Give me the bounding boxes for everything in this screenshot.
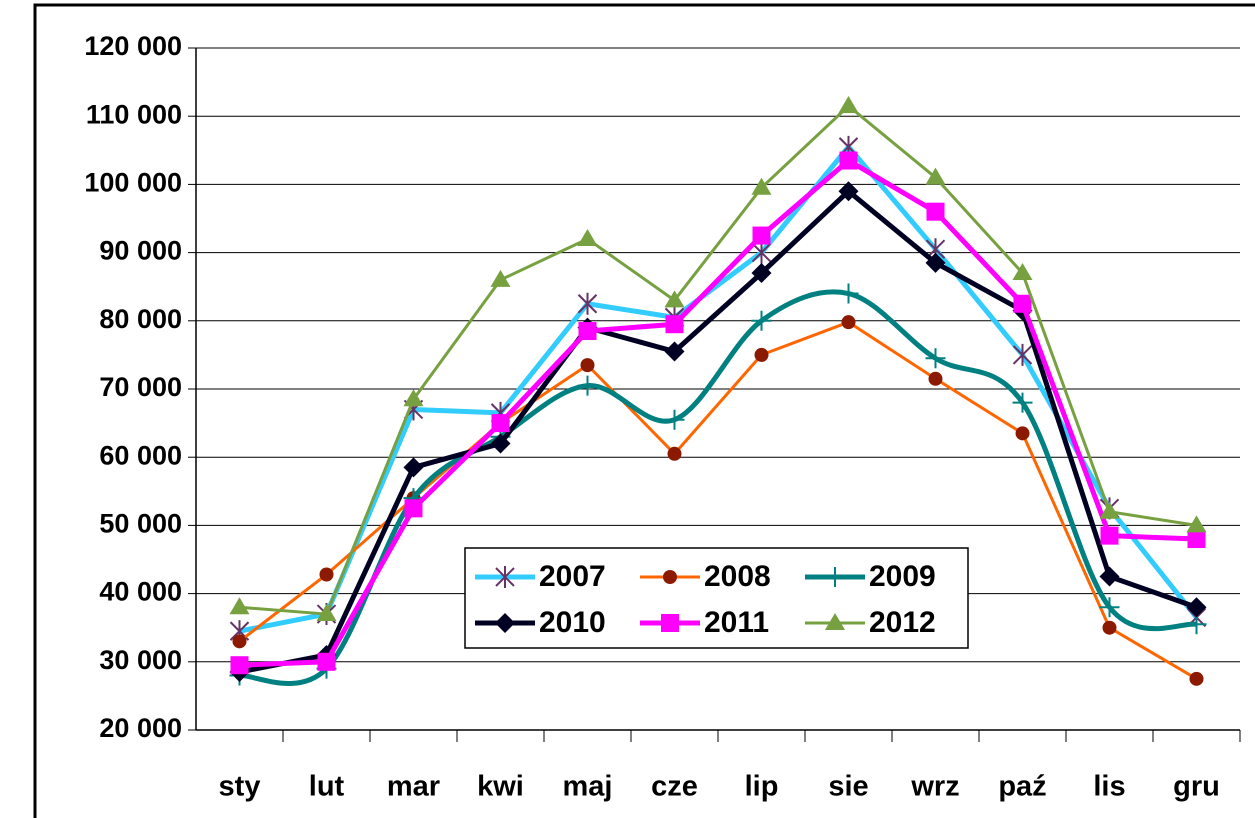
legend-label: 2008 xyxy=(704,560,771,593)
marker xyxy=(928,371,943,386)
marker xyxy=(1187,530,1206,549)
marker xyxy=(491,414,510,433)
marker xyxy=(577,228,598,246)
series-line xyxy=(238,320,1198,681)
marker xyxy=(1015,426,1030,441)
legend-label: 2011 xyxy=(704,606,769,639)
marker xyxy=(751,177,772,195)
series-line xyxy=(239,289,1197,686)
legend-marker xyxy=(495,613,515,633)
x-tick-label: gru xyxy=(1173,771,1220,803)
marker xyxy=(664,341,685,362)
marker xyxy=(1186,515,1207,533)
marker xyxy=(926,202,945,221)
marker xyxy=(1012,263,1033,281)
marker xyxy=(925,348,946,369)
marker xyxy=(404,499,423,518)
marker xyxy=(664,409,685,430)
marker xyxy=(925,252,946,273)
y-tick-label: 100 000 xyxy=(84,168,182,198)
marker xyxy=(751,241,772,264)
marker xyxy=(751,263,772,284)
x-tick-label: mar xyxy=(387,771,440,803)
legend-label: 2010 xyxy=(539,606,606,639)
y-tick-label: 90 000 xyxy=(99,236,182,266)
legend-label: 2009 xyxy=(869,560,936,593)
series-line xyxy=(239,104,1197,616)
marker xyxy=(839,151,858,170)
y-tick-label: 80 000 xyxy=(99,304,182,334)
marker xyxy=(490,433,511,454)
marker xyxy=(664,290,685,308)
y-tick-label: 30 000 xyxy=(99,645,182,675)
marker xyxy=(577,292,598,315)
x-tick-label: sty xyxy=(219,771,261,803)
marker xyxy=(1013,294,1032,313)
series-line xyxy=(239,188,1198,675)
marker xyxy=(1012,343,1033,366)
marker xyxy=(1186,597,1207,618)
legend-marker xyxy=(825,567,845,587)
y-tick-label: 120 000 xyxy=(84,31,182,61)
marker xyxy=(319,567,334,582)
marker xyxy=(1189,671,1204,686)
marker xyxy=(1186,614,1207,635)
x-tick-label: lip xyxy=(745,771,779,803)
marker xyxy=(752,226,771,245)
x-tick-label: lis xyxy=(1093,771,1125,803)
series-line xyxy=(239,158,1197,668)
x-tick-label: cze xyxy=(651,771,698,803)
marker xyxy=(230,656,249,675)
marker xyxy=(838,283,859,304)
marker xyxy=(1099,501,1120,519)
y-tick-label: 110 000 xyxy=(86,99,182,129)
marker xyxy=(316,604,337,622)
marker xyxy=(490,269,511,287)
x-tick-label: kwi xyxy=(477,771,524,803)
x-tick-label: maj xyxy=(563,771,613,803)
marker xyxy=(751,310,772,331)
legend-marker xyxy=(495,566,515,588)
y-tick-label: 50 000 xyxy=(99,509,182,539)
marker xyxy=(754,347,769,362)
legend-marker xyxy=(825,613,845,630)
legend-marker xyxy=(661,614,679,632)
marker xyxy=(1099,566,1120,587)
marker xyxy=(838,95,859,113)
marker xyxy=(841,315,856,330)
marker xyxy=(1099,597,1120,618)
marker xyxy=(580,358,595,373)
legend-marker xyxy=(663,570,677,584)
marker xyxy=(577,375,598,396)
legend: 2007 2008 2009 2010 2011 2012 xyxy=(464,547,969,649)
x-tick-label: wrz xyxy=(910,771,959,803)
marker xyxy=(1100,526,1119,545)
y-tick-label: 20 000 xyxy=(99,713,182,743)
legend-label: 2007 xyxy=(539,560,606,593)
series-line xyxy=(239,144,1199,634)
marker xyxy=(229,597,250,615)
marker xyxy=(578,322,597,341)
y-tick-label: 60 000 xyxy=(99,440,182,470)
y-tick-label: 70 000 xyxy=(99,372,182,402)
x-tick-label: paź xyxy=(998,771,1046,803)
chart-frame xyxy=(33,3,1255,818)
marker xyxy=(403,389,424,407)
marker xyxy=(838,181,859,202)
marker xyxy=(665,315,684,334)
marker xyxy=(667,446,682,461)
marker xyxy=(925,167,946,185)
marker xyxy=(232,634,247,649)
x-tick-label: sie xyxy=(828,771,868,803)
y-tick-label: 40 000 xyxy=(99,577,182,607)
marker xyxy=(317,652,336,671)
marker xyxy=(1012,392,1033,413)
legend-box xyxy=(464,547,969,649)
legend-label: 2012 xyxy=(869,606,936,639)
marker xyxy=(1102,620,1117,635)
x-tick-label: lut xyxy=(309,771,345,803)
marker xyxy=(403,457,424,478)
